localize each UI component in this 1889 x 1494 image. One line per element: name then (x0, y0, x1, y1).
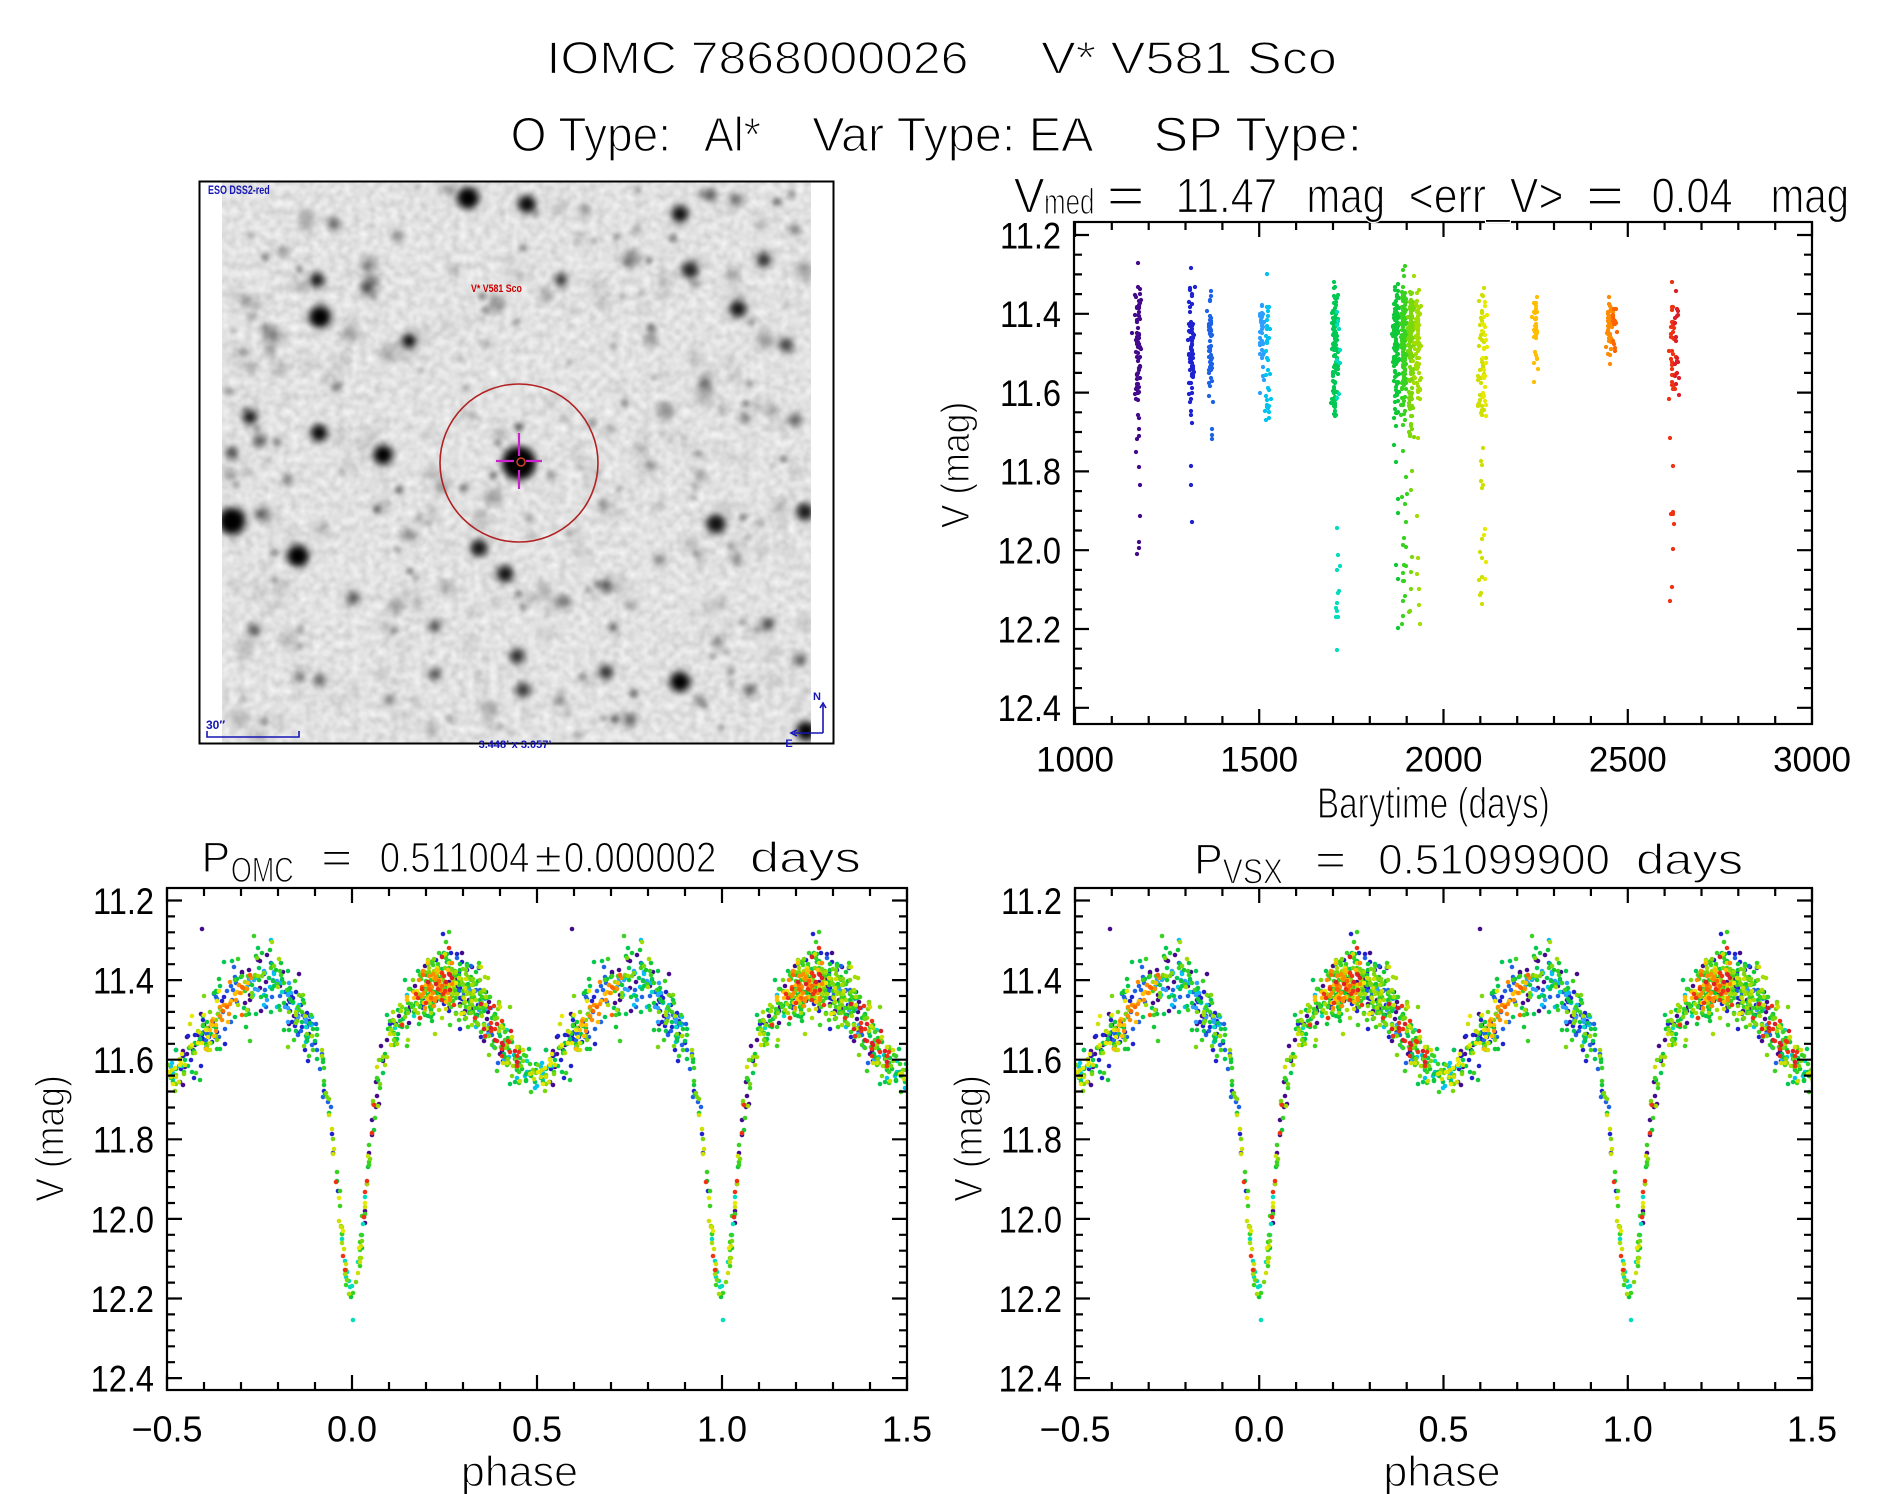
svg-text:V* V581 Sco: V* V581 Sco (471, 283, 522, 295)
svg-text:12.4: 12.4 (91, 1360, 154, 1400)
svg-text:phase: phase (1383, 1448, 1500, 1494)
svg-text:12.2: 12.2 (91, 1280, 154, 1320)
svg-text:ESO DSS2-red: ESO DSS2-red (208, 185, 270, 197)
svg-text:11.8: 11.8 (93, 1121, 154, 1161)
svg-text:11.6: 11.6 (93, 1041, 154, 1081)
svg-text:Al*: Al* (704, 107, 761, 161)
svg-text:0.000002: 0.000002 (564, 834, 716, 881)
svg-text:VSX: VSX (1223, 851, 1283, 891)
svg-text:11.2: 11.2 (1000, 217, 1061, 257)
svg-text:±: ± (535, 833, 562, 881)
svg-text:12.0: 12.0 (998, 532, 1061, 572)
svg-text:12.4: 12.4 (998, 689, 1061, 729)
svg-text:11.8: 11.8 (1000, 453, 1061, 493)
svg-text:days: days (750, 835, 861, 883)
svg-text:11.4: 11.4 (1001, 962, 1062, 1002)
svg-text:11.8: 11.8 (1001, 1121, 1062, 1161)
svg-text:=: = (1586, 169, 1624, 223)
svg-text:V* V581 Sco: V* V581 Sco (1041, 34, 1337, 84)
svg-text:12.4: 12.4 (999, 1360, 1062, 1400)
svg-text:12.0: 12.0 (999, 1201, 1062, 1241)
svg-text:Var Type: EA: Var Type: EA (812, 108, 1094, 162)
svg-text:11.6: 11.6 (1000, 374, 1061, 414)
svg-text:OMC: OMC (231, 851, 294, 890)
svg-text:days: days (1636, 835, 1743, 883)
svg-text:N: N (813, 691, 821, 703)
svg-text:=: = (1107, 169, 1145, 223)
svg-text:=: = (321, 834, 352, 882)
svg-text:Barytime (days): Barytime (days) (1317, 780, 1550, 828)
svg-text:12.2: 12.2 (999, 1280, 1062, 1320)
svg-text:=: = (1315, 836, 1346, 884)
svg-text:11.6: 11.6 (1001, 1041, 1062, 1081)
svg-text:2000: 2000 (1405, 741, 1483, 780)
svg-text:0.5: 0.5 (512, 1409, 562, 1450)
svg-text:mag: mag (1307, 168, 1386, 224)
svg-text:V (mag): V (mag) (947, 1075, 991, 1202)
svg-text:11.2: 11.2 (93, 882, 154, 922)
svg-text:IOMC 7868000026: IOMC 7868000026 (547, 34, 969, 84)
svg-text:0.04: 0.04 (1652, 168, 1733, 223)
svg-text:1.0: 1.0 (1603, 1409, 1653, 1450)
svg-text:V: V (1014, 169, 1045, 223)
svg-text:−0.5: −0.5 (131, 1409, 202, 1450)
svg-text:E: E (785, 738, 792, 750)
svg-text:1.0: 1.0 (697, 1409, 747, 1450)
svg-text:0.51099900: 0.51099900 (1378, 836, 1610, 884)
svg-text:1.5: 1.5 (882, 1409, 932, 1450)
svg-text:11.2: 11.2 (1001, 882, 1062, 922)
svg-text:11.4: 11.4 (93, 962, 154, 1002)
svg-text:1500: 1500 (1220, 741, 1298, 780)
svg-text:SP Type:: SP Type: (1154, 108, 1362, 162)
svg-text:P: P (1194, 836, 1223, 884)
svg-text:12.2: 12.2 (998, 611, 1061, 651)
svg-text:1000: 1000 (1036, 741, 1114, 780)
svg-text:0.0: 0.0 (1234, 1409, 1284, 1450)
svg-text:P: P (202, 834, 231, 882)
svg-text:3000: 3000 (1773, 741, 1851, 780)
svg-text:V (mag): V (mag) (934, 402, 978, 529)
svg-text:11.4: 11.4 (1000, 295, 1061, 335)
svg-text:−0.5: −0.5 (1039, 1409, 1110, 1450)
svg-text:12.0: 12.0 (91, 1201, 154, 1241)
svg-text:phase: phase (461, 1448, 578, 1494)
svg-text:2500: 2500 (1589, 741, 1667, 780)
svg-text:V (mag): V (mag) (29, 1075, 73, 1202)
svg-text:1.5: 1.5 (1787, 1409, 1837, 1450)
svg-text:0.511004: 0.511004 (380, 834, 530, 881)
svg-text:0.0: 0.0 (327, 1409, 377, 1450)
svg-text:3.448’ x 3.057’: 3.448’ x 3.057’ (479, 739, 552, 751)
svg-text:med: med (1044, 182, 1094, 222)
svg-text:<err_V>: <err_V> (1409, 168, 1564, 223)
svg-text:30″: 30″ (206, 718, 225, 732)
svg-text:11.47: 11.47 (1176, 169, 1278, 224)
svg-text:O Type:: O Type: (511, 107, 671, 161)
svg-text:0.5: 0.5 (1418, 1409, 1468, 1450)
svg-text:mag: mag (1771, 168, 1850, 224)
